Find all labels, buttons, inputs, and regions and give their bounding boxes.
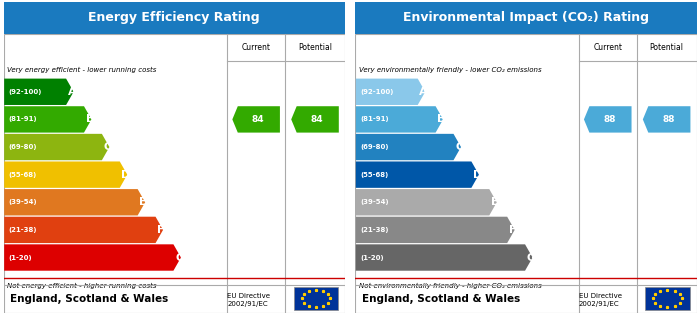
Text: Environmental Impact (CO₂) Rating: Environmental Impact (CO₂) Rating — [402, 11, 649, 25]
Text: (21-38): (21-38) — [8, 227, 37, 233]
Text: (39-54): (39-54) — [8, 199, 37, 205]
Bar — [294, 287, 338, 310]
Text: (55-68): (55-68) — [360, 172, 388, 178]
Bar — [4, 34, 345, 313]
Polygon shape — [356, 162, 479, 188]
Polygon shape — [643, 106, 690, 133]
Text: Very environmentally friendly - lower CO₂ emissions: Very environmentally friendly - lower CO… — [358, 67, 541, 73]
Text: England, Scotland & Wales: England, Scotland & Wales — [10, 295, 169, 304]
Text: E: E — [491, 197, 498, 207]
Text: (92-100): (92-100) — [8, 89, 42, 95]
Text: (81-91): (81-91) — [360, 117, 389, 123]
Polygon shape — [291, 106, 339, 133]
Text: Potential: Potential — [650, 43, 684, 52]
Polygon shape — [356, 134, 461, 160]
Text: 84: 84 — [310, 115, 323, 124]
Text: Not environmentally friendly - higher CO₂ emissions: Not environmentally friendly - higher CO… — [358, 283, 541, 289]
Text: E: E — [139, 197, 147, 207]
Text: Current: Current — [593, 43, 622, 52]
Bar — [4, 2, 345, 34]
Polygon shape — [4, 162, 127, 188]
Text: Current: Current — [241, 43, 271, 52]
Text: C: C — [104, 142, 112, 152]
Text: Not energy efficient - higher running costs: Not energy efficient - higher running co… — [7, 283, 156, 289]
Text: D: D — [122, 170, 131, 180]
Text: B: B — [85, 114, 94, 124]
Polygon shape — [4, 244, 181, 271]
Text: (69-80): (69-80) — [360, 144, 388, 150]
Polygon shape — [584, 106, 631, 133]
Text: England, Scotland & Wales: England, Scotland & Wales — [362, 295, 520, 304]
Text: 88: 88 — [603, 115, 616, 124]
Polygon shape — [232, 106, 280, 133]
Text: 84: 84 — [251, 115, 264, 124]
Text: Potential: Potential — [298, 43, 332, 52]
Polygon shape — [4, 79, 74, 105]
Bar — [355, 34, 696, 313]
Polygon shape — [356, 189, 497, 215]
Text: EU Directive: EU Directive — [579, 293, 622, 299]
Text: (69-80): (69-80) — [8, 144, 37, 150]
Text: F: F — [509, 225, 517, 235]
Polygon shape — [4, 217, 163, 243]
Text: Very energy efficient - lower running costs: Very energy efficient - lower running co… — [7, 67, 156, 73]
Text: A: A — [68, 87, 76, 97]
Polygon shape — [356, 244, 533, 271]
Text: (21-38): (21-38) — [360, 227, 388, 233]
Text: G: G — [175, 253, 184, 262]
Text: (92-100): (92-100) — [360, 89, 393, 95]
Text: A: A — [419, 87, 428, 97]
Bar — [645, 287, 689, 310]
Text: (1-20): (1-20) — [8, 255, 32, 261]
Text: F: F — [158, 225, 164, 235]
Text: (39-54): (39-54) — [360, 199, 389, 205]
Polygon shape — [4, 106, 92, 133]
Text: G: G — [527, 253, 536, 262]
Text: 2002/91/EC: 2002/91/EC — [579, 301, 620, 307]
Text: D: D — [473, 170, 482, 180]
Polygon shape — [356, 79, 425, 105]
Text: (81-91): (81-91) — [8, 117, 37, 123]
Text: B: B — [438, 114, 446, 124]
Text: (1-20): (1-20) — [360, 255, 384, 261]
Text: (55-68): (55-68) — [8, 172, 37, 178]
Polygon shape — [4, 134, 109, 160]
Text: EU Directive: EU Directive — [227, 293, 270, 299]
Polygon shape — [356, 106, 443, 133]
Text: 88: 88 — [662, 115, 675, 124]
Text: Energy Efficiency Rating: Energy Efficiency Rating — [88, 11, 260, 25]
Polygon shape — [356, 217, 514, 243]
Text: 2002/91/EC: 2002/91/EC — [227, 301, 267, 307]
Polygon shape — [4, 189, 145, 215]
Text: C: C — [455, 142, 463, 152]
Bar — [355, 2, 696, 34]
